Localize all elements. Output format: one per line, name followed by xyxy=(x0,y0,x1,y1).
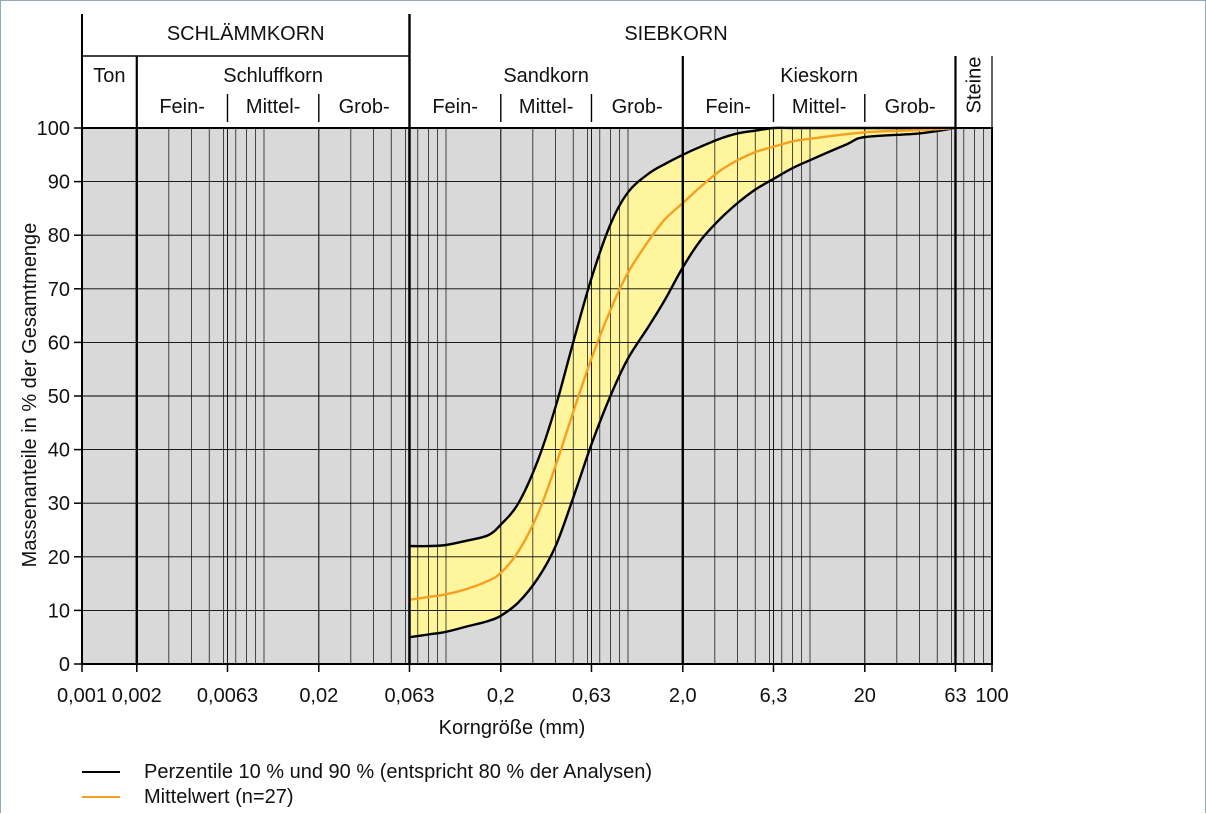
fraction-label: Ton xyxy=(93,65,125,87)
x-tick-label: 6,3 xyxy=(760,685,788,707)
fraction-label: Schluffkorn xyxy=(223,65,323,87)
legend-swatch-mean xyxy=(82,796,120,798)
y-tick-label: 100 xyxy=(37,118,70,140)
y-tick-label: 90 xyxy=(48,172,70,194)
x-tick-label: 63 xyxy=(944,685,966,707)
percentile-10-line xyxy=(409,126,956,639)
subfraction-label: Mittel- xyxy=(519,96,573,118)
group-label: SCHLÄMMKORN xyxy=(167,23,325,45)
fraction-label: Steine xyxy=(964,57,986,114)
subfraction-label: Fein- xyxy=(159,96,205,118)
legend-label-percentiles: Perzentile 10 % und 90 % (entspricht 80 … xyxy=(144,760,653,783)
x-tick-label: 0,0063 xyxy=(197,685,258,707)
subfraction-label: Mittel- xyxy=(246,96,300,118)
y-tick-label: 10 xyxy=(48,600,70,622)
subfraction-label: Fein- xyxy=(432,96,478,118)
percentile-band xyxy=(409,127,956,638)
legend-item-percentiles: Perzentile 10 % und 90 % (entspricht 80 … xyxy=(82,760,652,784)
subfraction-label: Fein- xyxy=(705,96,751,118)
y-tick-label: 60 xyxy=(48,332,70,354)
fraction-label: Sandkorn xyxy=(503,65,589,87)
subfraction-label: Grob- xyxy=(885,96,936,118)
subfraction-label: Grob- xyxy=(612,96,663,118)
y-tick-label: 50 xyxy=(48,386,70,408)
x-tick-label: 0,001 xyxy=(57,685,107,707)
y-axis-title: Massenanteile in % der Gesamtmenge xyxy=(19,223,41,568)
x-tick-label: 2,0 xyxy=(669,685,697,707)
legend-swatch-percentiles xyxy=(82,771,120,773)
y-tick-label: 40 xyxy=(48,440,70,462)
y-tick-label: 70 xyxy=(48,279,70,301)
group-label: SIEBKORN xyxy=(624,23,727,45)
mean-line xyxy=(409,126,956,601)
x-tick-label: 0,063 xyxy=(384,685,434,707)
x-axis-title: Korngröße (mm) xyxy=(439,717,586,739)
legend-item-mean: Mittelwert (n=27) xyxy=(82,785,294,809)
subfraction-label: Grob- xyxy=(339,96,390,118)
x-tick-label: 0,2 xyxy=(487,685,515,707)
legend-label-mean: Mittelwert (n=27) xyxy=(144,785,294,808)
y-tick-label: 80 xyxy=(48,225,70,247)
fraction-label: Kieskorn xyxy=(780,65,858,87)
x-tick-label: 0,02 xyxy=(299,685,338,707)
y-tick-label: 20 xyxy=(48,547,70,569)
y-tick-label: 0 xyxy=(59,654,70,676)
x-tick-label: 20 xyxy=(854,685,876,707)
x-tick-label: 100 xyxy=(975,685,1008,707)
x-tick-label: 0,002 xyxy=(112,685,162,707)
x-tick-label: 0,63 xyxy=(572,685,611,707)
y-tick-label: 30 xyxy=(48,493,70,515)
subfraction-label: Mittel- xyxy=(792,96,846,118)
